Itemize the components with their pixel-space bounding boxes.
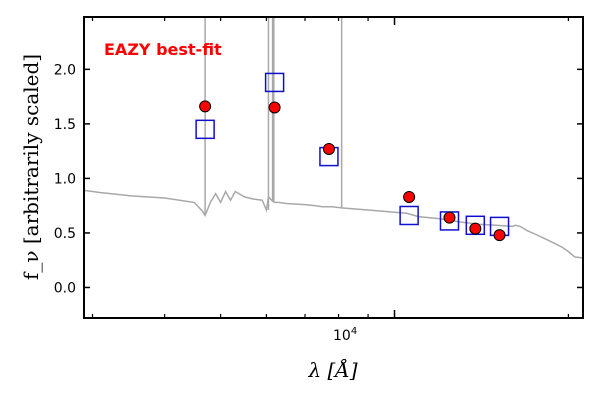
model-point-5 [469, 222, 482, 235]
x-tick-base: 10 [333, 328, 351, 344]
sed-line [83, 189, 584, 259]
y-tick-label-4: 2.0 [54, 62, 76, 78]
model-point-0 [199, 100, 212, 113]
observed-point-1 [264, 72, 285, 93]
y-tick-label-3: 1.5 [54, 117, 76, 133]
x-tick-label-10e4: 104 [333, 326, 357, 344]
y-axis-label: f_ν [arbitrarily scaled] [19, 54, 43, 280]
plot-area [83, 17, 584, 259]
y-tick-label-2: 1.0 [54, 171, 76, 187]
axes: 0.0 0.5 1.0 1.5 2.0 [54, 17, 583, 318]
x-tick-exponent: 4 [351, 326, 357, 337]
model-point-3 [403, 190, 416, 203]
model-point-4 [443, 211, 456, 224]
observed-point-3 [399, 205, 419, 226]
x-axis-label: λ [Å] [307, 357, 357, 382]
model-point-1 [268, 101, 281, 114]
model-point-2 [322, 142, 335, 155]
model-point-6 [493, 229, 506, 242]
observed-point-0 [195, 119, 215, 140]
plot-frame [83, 16, 584, 319]
y-tick-label-1: 0.5 [54, 226, 76, 242]
y-tick-label-0: 0.0 [54, 280, 76, 296]
chart-title: EAZY best-fit [104, 40, 222, 59]
